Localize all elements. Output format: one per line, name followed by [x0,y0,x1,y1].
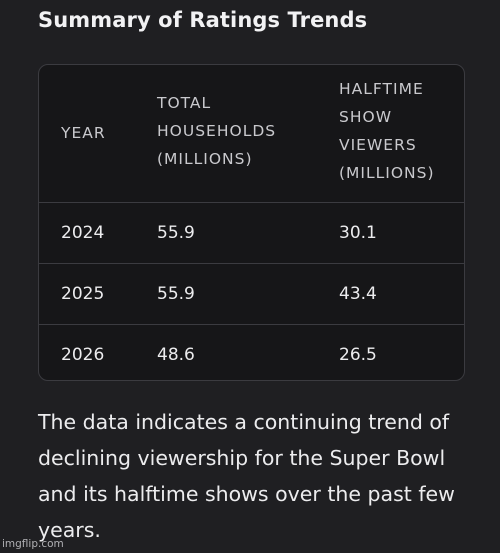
table-header-row: YEAR TOTAL HOUSEHOLDS (MILLIONS) HALFTIM… [39,65,464,203]
cell-total-households: 55.9 [157,284,195,304]
header-line: SHOW [339,108,393,126]
header-line: HOUSEHOLDS [157,122,277,140]
header-line: TOTAL [157,94,212,112]
watermark: imgflip.com [2,538,64,550]
header-line: (MILLIONS) [339,164,435,182]
header-line: VIEWERS [339,136,417,154]
cell-total-households: 48.6 [157,345,195,365]
ratings-table: YEAR TOTAL HOUSEHOLDS (MILLIONS) HALFTIM… [38,64,465,381]
header-line: YEAR [61,124,106,142]
cell-year: 2026 [61,345,105,365]
table-row: 2026 48.6 26.5 [39,325,464,380]
cell-halftime-viewers: 30.1 [339,223,377,243]
column-header-halftime-viewers: HALFTIME SHOW VIEWERS (MILLIONS) [339,75,435,187]
cell-halftime-viewers: 26.5 [339,345,377,365]
column-header-total-households: TOTAL HOUSEHOLDS (MILLIONS) [157,89,276,173]
cell-halftime-viewers: 43.4 [339,284,377,304]
section-title: Summary of Ratings Trends [38,8,368,32]
column-header-year: YEAR [61,119,106,147]
header-line: (MILLIONS) [157,150,253,168]
header-line: HALFTIME [339,80,424,98]
cell-total-households: 55.9 [157,223,195,243]
cell-year: 2025 [61,284,105,304]
summary-paragraph: The data indicates a continuing trend of… [38,410,455,542]
cell-year: 2024 [61,223,105,243]
table-row: 2025 55.9 43.4 [39,264,464,325]
table-row: 2024 55.9 30.1 [39,203,464,264]
